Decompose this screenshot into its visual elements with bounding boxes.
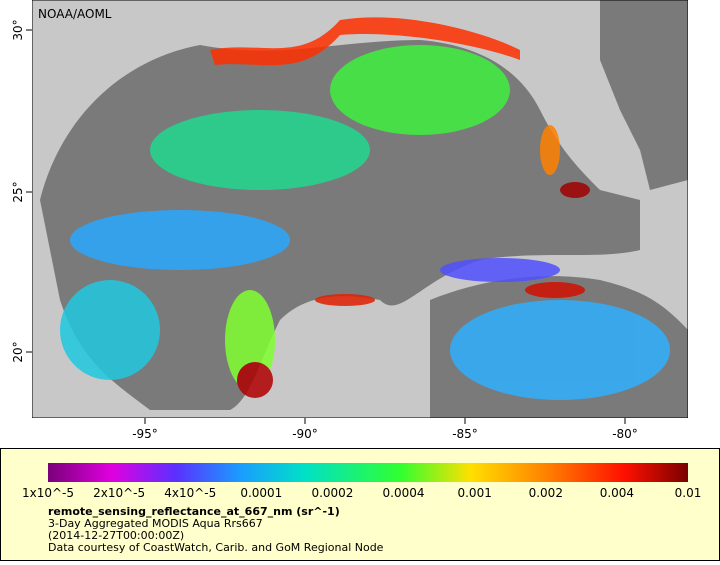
lat-tick-label: 25° [11, 181, 25, 202]
lat-tick-label: 20° [11, 341, 25, 362]
variable-name: remote_sensing_reflectance_at_667_nm (sr… [48, 505, 340, 518]
legend-line: 3-Day Aggregated MODIS Aqua Rrs667 [48, 517, 263, 530]
colorbar-label: 0.004 [600, 486, 634, 500]
colorbar-label: 0.0002 [311, 486, 353, 500]
lon-tick-label: -80° [612, 427, 638, 441]
atlantic [600, 0, 688, 190]
colorbar-label: 2x10^-5 [93, 486, 145, 500]
colorbar-label: 0.002 [529, 486, 563, 500]
credit: NOAA/AOML [38, 7, 112, 21]
colorbar-label: 4x10^-5 [164, 486, 216, 500]
colorbar [48, 463, 688, 482]
map [32, 0, 688, 418]
reflectance-data [60, 17, 670, 400]
legend-line: Data courtesy of CoastWatch, Carib. and … [48, 541, 384, 554]
lat-tick-label: 30° [11, 19, 25, 40]
lon-tick-label: -95° [132, 427, 158, 441]
colorbar-label: 0.0004 [383, 486, 425, 500]
colorbar-label: 1x10^-5 [22, 486, 74, 500]
colorbar-label: 0.01 [675, 486, 702, 500]
legend-line: (2014-12-27T00:00:00Z) [48, 529, 184, 542]
colorbar-label: 0.001 [457, 486, 491, 500]
legend-lines: 3-Day Aggregated MODIS Aqua Rrs667(2014-… [48, 517, 384, 554]
map-ticks: 30° 25° 20° -95° -90° -85° -80° [11, 19, 638, 441]
colorbar-labels: 1x10^-5 2x10^-5 4x10^-5 0.0001 0.0002 0.0004 0… [22, 486, 701, 500]
lon-tick-label: -90° [292, 427, 318, 441]
lon-tick-label: -85° [452, 427, 478, 441]
colorbar-label: 0.0001 [240, 486, 282, 500]
